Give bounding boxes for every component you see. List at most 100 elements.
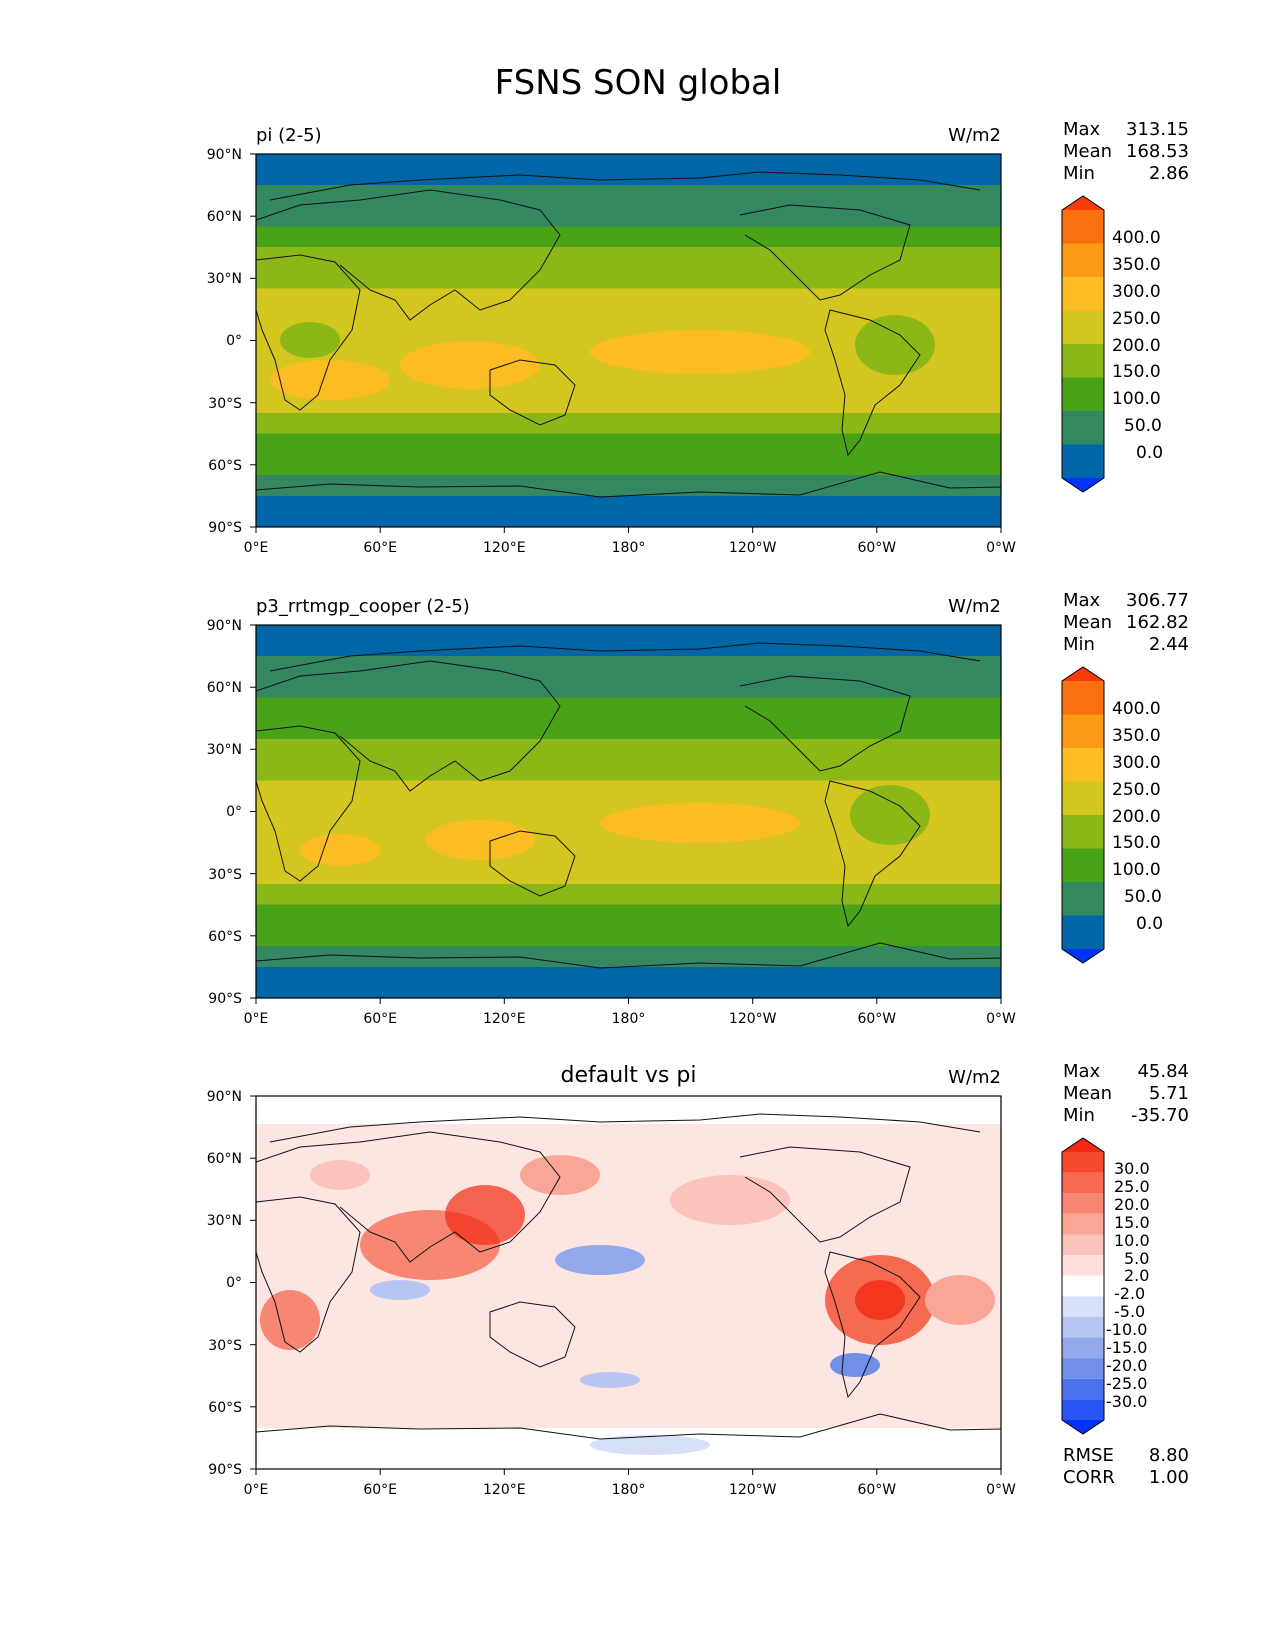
panel-3-title: default vs pi	[561, 1063, 697, 1088]
panel-1-colorbar-segment	[1062, 444, 1104, 478]
panel-3-stat-max-label: Max	[1063, 1061, 1101, 1082]
panel-1-colorbar-label: 300.0	[1112, 282, 1161, 302]
panel-1-stat-min-value: 2.86	[1149, 163, 1189, 184]
panel-1-stat-max-value: 313.15	[1126, 119, 1189, 140]
panel-1-colorbar-segments	[1062, 196, 1104, 492]
panel-3-rmse-value: 8.80	[1149, 1445, 1189, 1466]
panel-3-coast-africa	[256, 1196, 361, 1353]
panel-2-coast-australia	[489, 830, 576, 897]
panel-1-colorbar-label: 0.0	[1136, 443, 1163, 463]
panel-3-colorbar-segment	[1062, 1234, 1104, 1256]
panel-1-colorbar-segment	[1062, 411, 1104, 445]
panel-1-lat-label-30n: 30°N	[207, 271, 242, 287]
panel-2-coast-africa	[256, 725, 361, 882]
panel-2-units: W/m2	[948, 596, 1001, 617]
panel-3-extra-stats: RMSE CORR 8.80 1.00	[1063, 1445, 1189, 1488]
panel-2-lat-label-30n: 30°N	[207, 742, 242, 758]
panel-1-map	[256, 154, 1001, 527]
panel-1-stat-mean-label: Mean	[1063, 141, 1112, 162]
panel-1-colorbar-label: 150.0	[1112, 362, 1161, 382]
panel-3-anomaly	[555, 1245, 645, 1275]
panel-3-lon-label-60w: 60°W	[857, 1482, 896, 1498]
panel-1-stats: Max Mean Min 313.15 168.53 2.86	[1063, 119, 1189, 184]
panel-2-colorbar-segment	[1062, 915, 1104, 949]
panel-1-lon-label-120w: 120°W	[729, 540, 777, 556]
panel-1-lat-label-0: 0°	[226, 333, 242, 349]
panel-2-colorbar-label: 300.0	[1112, 753, 1161, 773]
panel-1-lon-label-180: 180°	[612, 540, 646, 556]
panel-1-colorbar-segment	[1062, 196, 1104, 210]
panel-3-colorbar-segment	[1062, 1193, 1104, 1214]
panel-2-hotspot-atlantic	[300, 834, 380, 866]
panel-1-lat-label-60s: 60°S	[208, 458, 242, 474]
panel-2-colorbar-segments	[1062, 667, 1104, 963]
panel-3-colorbar-labels: 30.0 25.0 20.0 15.0 10.0 5.0 2.0 -2.0 -5…	[1106, 1159, 1150, 1411]
panel-1-colorbar-label: 200.0	[1112, 336, 1161, 356]
panel-2-coastlines	[256, 642, 1001, 969]
panel-3-colorbar-segment	[1062, 1420, 1104, 1434]
panel-3-lon-label-60e: 60°E	[363, 1482, 397, 1498]
panel-2-stat-min-label: Min	[1063, 634, 1095, 655]
panel-1-coast-australia	[489, 359, 576, 426]
panel-3-anomaly	[925, 1275, 995, 1325]
panel-2-colorbar-label: 0.0	[1136, 914, 1163, 934]
panel-2-colorbar-label: 400.0	[1112, 699, 1161, 719]
panel-1-colorbar-label: 350.0	[1112, 255, 1161, 275]
panel-3-colorbar-segment	[1062, 1378, 1104, 1400]
panel-3-units: W/m2	[948, 1067, 1001, 1088]
panel-3-colorbar-label: -30.0	[1106, 1392, 1147, 1411]
panel-3-colorbar-outline	[1061, 1137, 1105, 1435]
panel-1-units: W/m2	[948, 125, 1001, 146]
panel-3-stat-max-value: 45.84	[1137, 1061, 1189, 1082]
panel-2-colorbar-segment	[1062, 949, 1104, 963]
panel-1-colorbar-segment	[1062, 478, 1104, 492]
panel-3-anomaly	[260, 1290, 320, 1350]
panel-3-anomaly	[590, 1435, 710, 1455]
panel-3-lat-label-90n: 90°N	[207, 1089, 242, 1105]
panel-2-coast-arctic	[269, 642, 981, 672]
panel-3-colorbar-segment	[1062, 1358, 1104, 1379]
panel-1-lat-label-30s: 30°S	[208, 396, 242, 412]
panel-1-lon-label-60w: 60°W	[857, 540, 896, 556]
panel-1-colorbar-segment	[1062, 243, 1104, 277]
panel-1: pi (2-5) W/m2 90°N 60°N 3	[207, 119, 1189, 556]
panel-2-stat-mean-label: Mean	[1063, 612, 1112, 633]
panel-3-lat-label-30s: 30°S	[208, 1338, 242, 1354]
panel-1-title: pi (2-5)	[256, 125, 322, 146]
panel-3-colorbar-label: -5.0	[1114, 1302, 1145, 1321]
panel-3-lat-label-0: 0°	[226, 1275, 242, 1291]
panel-2-stat-max-label: Max	[1063, 590, 1101, 611]
panel-3-colorbar-segment	[1062, 1213, 1104, 1235]
panel-2-colorbar: 400.0 350.0 300.0 250.0 200.0 150.0 100.…	[1061, 666, 1163, 964]
panel-3-colorbar-label: -2.0	[1114, 1284, 1145, 1303]
panel-3-colorbar-label: 15.0	[1114, 1213, 1150, 1232]
panel-2-colorbar-segment	[1062, 748, 1104, 782]
panel-1-colorbar-labels: 400.0 350.0 300.0 250.0 200.0 150.0 100.…	[1112, 228, 1163, 463]
panel-3-lat-label-30n: 30°N	[207, 1213, 242, 1229]
panel-3-corr-value: 1.00	[1149, 1467, 1189, 1488]
panel-2-colorbar-segment	[1062, 848, 1104, 882]
panel-2-colorbar-labels: 400.0 350.0 300.0 250.0 200.0 150.0 100.…	[1112, 699, 1163, 934]
panel-2-lon-label-0w: 0°W	[986, 1011, 1016, 1027]
panel-2-colorbar-label: 100.0	[1112, 860, 1161, 880]
panel-1-lon-label-60e: 60°E	[363, 540, 397, 556]
panel-2-lat-label-0: 0°	[226, 804, 242, 820]
panel-2-map	[256, 625, 1001, 998]
panel-2-colorbar-segment	[1062, 781, 1104, 815]
panel-3-lat-label-60s: 60°S	[208, 1400, 242, 1416]
panel-3-colorbar-label: -10.0	[1106, 1320, 1147, 1339]
panel-1-stat-max-label: Max	[1063, 119, 1101, 140]
panel-1-lon-ticks: 0°E 60°E 120°E 180° 120°W 60°W 0°W	[244, 527, 1016, 556]
panel-2-lat-ticks: 90°N 60°N 30°N 0° 30°S 60°S 90°S	[207, 618, 256, 1007]
panel-1-lat-label-90s: 90°S	[208, 520, 242, 536]
panel-1-coast-namerica	[739, 204, 911, 301]
panel-1-colorbar-segment	[1062, 277, 1104, 311]
panel-2-lat-label-60n: 60°N	[207, 680, 242, 696]
panel-3-colorbar-segment	[1062, 1172, 1104, 1194]
panel-3-coast-antarctica	[256, 1413, 1001, 1440]
panel-3-colorbar-label: -25.0	[1106, 1374, 1147, 1393]
panel-2-coast-asia	[256, 660, 561, 792]
panel-2-stat-max-value: 306.77	[1126, 590, 1189, 611]
panel-2-lat-label-60s: 60°S	[208, 929, 242, 945]
panel-2-title: p3_rrtmgp_cooper (2-5)	[256, 596, 470, 617]
